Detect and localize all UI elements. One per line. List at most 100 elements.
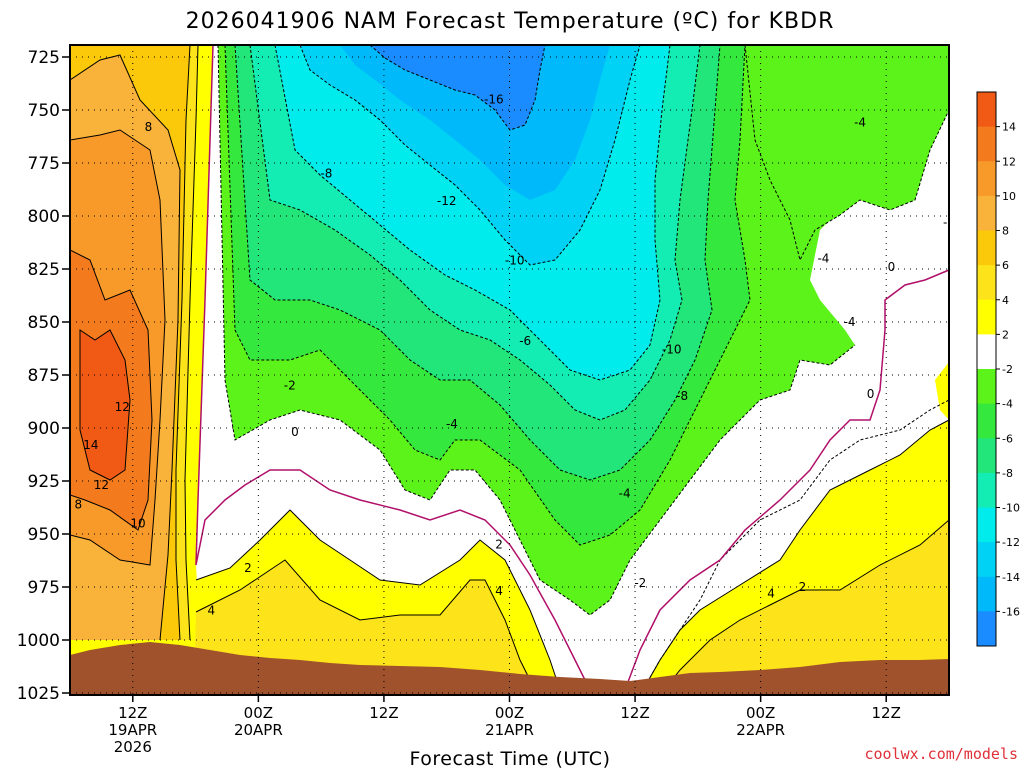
colorbar-band [977, 230, 996, 266]
colorbar-tick-label: -2 [1002, 363, 1013, 376]
contour-label: -12 [437, 194, 457, 208]
contour-label: 10 [130, 516, 145, 530]
contour-label: 0 [291, 425, 299, 439]
x-tick-label: 12Z [369, 704, 398, 722]
colorbar-tick-label: 6 [1002, 259, 1009, 272]
colorbar-tick-label: -16 [1002, 605, 1020, 618]
contour-label: -2 [943, 215, 955, 229]
colorbar-tick-label: 8 [1002, 225, 1009, 238]
x-axis-label: Forecast Time (UTC) [410, 748, 611, 768]
colorbar-band [977, 611, 996, 647]
colorbar-tick-label: -8 [1002, 467, 1013, 480]
contour-label: -10 [662, 343, 682, 357]
colorbar-band [977, 403, 996, 439]
colorbar-tick-label: -12 [1002, 536, 1020, 549]
contour-label: 8 [75, 497, 83, 511]
colorbar-tick-label: -10 [1002, 502, 1020, 515]
contour-label: 2 [495, 538, 503, 552]
colorbar-band [977, 334, 996, 370]
y-tick-label: 775 [28, 154, 60, 174]
colorbar-tick-label: -4 [1002, 398, 1013, 411]
negative-contours [217, 45, 949, 695]
contour-label: -2 [284, 379, 296, 393]
contour-label: 0 [888, 260, 896, 274]
y-tick-label: 1025 [17, 684, 60, 704]
y-tick-label: 975 [28, 578, 60, 598]
x-tick-label: 20APR [234, 721, 283, 739]
x-tick-label: 00Z [495, 704, 524, 722]
contour-label: 12 [94, 478, 109, 492]
y-tick-label: 900 [28, 419, 60, 439]
chart-title: 2026041906 NAM Forecast Temperature (ºC)… [186, 9, 835, 34]
grid-lines [70, 45, 949, 695]
x-tick-label: 2026 [114, 738, 152, 756]
y-tick-label: 725 [28, 48, 60, 68]
y-tick-label: 875 [28, 366, 60, 386]
colorbar-band [977, 265, 996, 301]
colorbar-band [977, 438, 996, 474]
colorbar-tick-label: 12 [1002, 155, 1016, 168]
band-right-bump-2-to-4 [935, 362, 949, 420]
plot-area: 8 -8 -12 -16 -10 -10 -6 -2 12 14 12 8 10 0 -4 -8 -4 2 4 2 4 -… [70, 45, 955, 695]
contour-label: 8 [145, 120, 153, 134]
contour-label: -4 [817, 251, 829, 265]
zero-contours [195, 45, 949, 691]
band-warm-14-plus [80, 330, 130, 480]
terrain [70, 642, 949, 695]
contour-label: -4 [619, 487, 631, 501]
x-tick-label: 12Z [620, 704, 649, 722]
contour-label: 4 [207, 603, 215, 617]
contour-label: -10 [505, 254, 525, 268]
contour-label: -4 [446, 417, 458, 431]
contour-label: 0 [867, 387, 875, 401]
contour-label: -8 [320, 167, 332, 181]
colorbar-band [977, 576, 996, 612]
colorbar-band [977, 92, 996, 128]
credit-text: coolwx.com/models [864, 745, 1018, 763]
x-tick-label: 19APR [108, 721, 157, 739]
y-tick-label: 1000 [17, 631, 60, 651]
y-tick-label: 925 [28, 472, 60, 492]
colorbar-band [977, 369, 996, 405]
x-tick-label: 12Z [118, 704, 147, 722]
colorbar-tick-label: 10 [1002, 190, 1016, 203]
colorbar-band [977, 472, 996, 508]
band-cold-below-minus16 [370, 45, 545, 130]
colorbar-tick-label: -6 [1002, 432, 1013, 445]
x-tick-label: 21APR [485, 721, 534, 739]
contour-label: 4 [495, 584, 503, 598]
colorbar-tick-label: -14 [1002, 571, 1020, 584]
colorbar-tick-label: 2 [1002, 328, 1009, 341]
colorbar-band [977, 126, 996, 162]
colorbar-tick-label: 14 [1002, 121, 1016, 134]
y-tick-label: 825 [28, 260, 60, 280]
contour-label: 14 [83, 438, 98, 452]
colorbar-band [977, 161, 996, 197]
band-right-minus2-to-minus4 [745, 45, 949, 260]
positive-contours [70, 45, 949, 695]
x-tick-label: 00Z [746, 704, 775, 722]
contour-label: -2 [634, 576, 646, 590]
y-tick-label: 850 [28, 313, 60, 333]
contour-label: -16 [484, 92, 504, 106]
y-axis: 725 750 775 800 825 850 875 900 925 950 975 1000 102… [17, 48, 70, 704]
band-low-right-4-to-6 [660, 460, 949, 695]
contour-label: 12 [115, 400, 130, 414]
colorbar-band [977, 507, 996, 543]
y-tick-label: 800 [28, 207, 60, 227]
colorbar: 14 12 10 8 6 4 2 -2 -4 -6 -8 -10 -12 -14 -16 [976, 91, 1020, 647]
contour-label: -6 [519, 334, 531, 348]
contour-label: 4 [767, 586, 775, 600]
contour-label: 2 [244, 561, 252, 575]
contour-label: -4 [854, 116, 866, 130]
band-cold-minus14-to-minus16 [340, 45, 610, 200]
contour-label: -4 [844, 315, 856, 329]
colorbar-tick-label: 4 [1002, 294, 1009, 307]
colorbar-band [977, 542, 996, 578]
y-tick-label: 750 [28, 101, 60, 121]
y-tick-label: 950 [28, 525, 60, 545]
contour-labels: 8 -8 -12 -16 -10 -10 -6 -2 12 14 12 8 10 0 -4 -8 -4 2 4 2 4 -… [75, 92, 955, 617]
x-tick-label: 00Z [244, 704, 273, 722]
